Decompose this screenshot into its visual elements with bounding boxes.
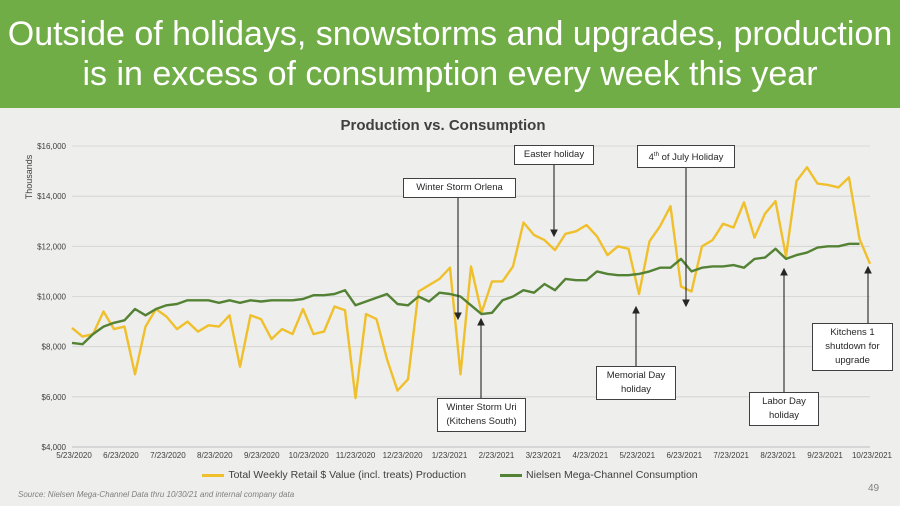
annotation-label: upgrade	[835, 355, 870, 366]
annotation-superscript: th	[653, 152, 659, 158]
x-tick-label: 3/23/2021	[526, 451, 562, 460]
annotation-label: shutdown for	[825, 341, 880, 352]
annotation-memorial-day: Memorial Day holiday	[596, 366, 676, 400]
x-tick-label: 10/23/2020	[289, 451, 330, 460]
annotation-label: Labor Day	[762, 396, 806, 407]
legend-label: Total Weekly Retail $ Value (incl. treat…	[228, 469, 467, 481]
annotation-label: (Kitchens South)	[446, 416, 517, 427]
x-tick-label: 12/23/2020	[383, 451, 424, 460]
legend-item-consumption: Nielsen Mega-Channel Consumption	[500, 469, 698, 481]
series-line-production	[71, 166, 872, 400]
annotation-label: Easter holiday	[523, 149, 585, 160]
y-tick-label: $6,000	[42, 393, 67, 402]
chart-title: Production vs. Consumption	[340, 117, 546, 134]
source-note: Source: Nielsen Mega-Channel Data thru 1…	[18, 490, 295, 499]
annotation-label: holiday	[768, 410, 800, 421]
x-tick-label: 2/23/2021	[479, 451, 515, 460]
title-banner	[0, 0, 900, 108]
annotation-kitchens-shutdown: Kitchens 1 shutdown for upgrade	[812, 323, 893, 371]
slide-title-line-2: is in excess of consumption every week t…	[82, 55, 818, 93]
annotation-july4-holiday: 4th of July Holiday	[637, 145, 735, 169]
annotation-label: holiday	[620, 384, 652, 395]
y-tick-label: $12,000	[37, 242, 66, 251]
legend-swatch	[202, 473, 225, 477]
x-tick-label: 9/23/2021	[807, 451, 843, 460]
annotation-label: Winter Storm Uri	[446, 402, 517, 413]
slide-title-line-1: Outside of holidays, snowstorms and upgr…	[7, 15, 893, 53]
y-tick-label: $4,000	[42, 443, 67, 452]
legend-item-production: Total Weekly Retail $ Value (incl. treat…	[202, 469, 466, 481]
x-tick-label: 9/23/2020	[244, 451, 280, 460]
y-tick-label: $8,000	[42, 343, 67, 352]
y-tick-label: $10,000	[37, 293, 66, 302]
page-number: 49	[868, 483, 880, 494]
legend-swatch	[500, 473, 523, 477]
legend-label: Nielsen Mega-Channel Consumption	[526, 469, 698, 481]
x-tick-label: 7/23/2020	[150, 451, 186, 460]
annotation-label: Kitchens 1	[830, 327, 875, 338]
x-tick-label: 6/23/2021	[666, 451, 702, 460]
x-tick-label: 5/23/2020	[56, 451, 92, 460]
x-tick-label: 7/23/2021	[713, 451, 749, 460]
x-tick-label: 11/23/2020	[336, 451, 376, 460]
annotation-easter-holiday: Easter holiday	[514, 145, 594, 165]
series-line-consumption	[71, 242, 860, 346]
annotation-winter-storm-orlena: Winter Storm Orlena	[403, 178, 516, 198]
annotation-labor-day: Labor Day holiday	[749, 392, 819, 426]
x-tick-label: 8/23/2021	[760, 451, 796, 460]
x-tick-label: 10/23/2021	[852, 451, 893, 460]
x-tick-label: 8/23/2020	[197, 451, 233, 460]
annotation-label: Winter Storm Orlena	[416, 182, 503, 193]
x-tick-label: 5/23/2021	[619, 451, 655, 460]
x-tick-label: 4/23/2021	[573, 451, 609, 460]
annotation-label: 4	[648, 152, 654, 164]
annotation-winter-storm-uri: Winter Storm Uri (Kitchens South)	[437, 398, 526, 432]
x-tick-label: 1/23/2021	[432, 451, 468, 460]
annotation-label: Memorial Day	[606, 370, 666, 381]
y-tick-label: $14,000	[37, 192, 66, 201]
x-tick-label: 6/23/2020	[103, 451, 139, 460]
chart-legend: Total Weekly Retail $ Value (incl. treat…	[0, 469, 900, 481]
annotation-label: of July Holiday	[658, 152, 724, 164]
y-tick-label: $16,000	[37, 142, 66, 151]
slide-title: Outside of holidays, snowstorms and upgr…	[0, 14, 900, 94]
